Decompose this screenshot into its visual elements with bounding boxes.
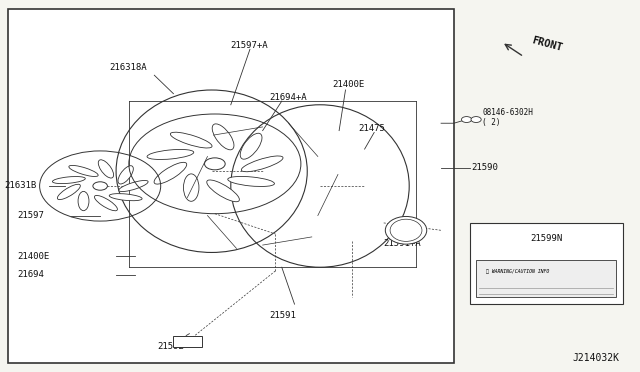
- Text: 21590: 21590: [472, 163, 499, 172]
- Text: 21694: 21694: [17, 270, 44, 279]
- Text: 21592: 21592: [157, 342, 184, 351]
- Ellipse shape: [99, 160, 113, 178]
- Ellipse shape: [212, 124, 234, 150]
- Bar: [470, 223, 623, 304]
- Ellipse shape: [78, 191, 89, 211]
- Ellipse shape: [118, 166, 133, 184]
- Circle shape: [471, 116, 481, 122]
- Ellipse shape: [69, 166, 98, 176]
- Ellipse shape: [154, 162, 187, 184]
- Bar: [173, 336, 202, 347]
- Ellipse shape: [119, 180, 148, 192]
- Text: J214032K: J214032K: [573, 353, 620, 363]
- Ellipse shape: [147, 150, 194, 160]
- Text: 21694+A: 21694+A: [269, 93, 307, 102]
- Text: ⚠ WARNING/CAUTION INFO: ⚠ WARNING/CAUTION INFO: [486, 269, 549, 275]
- Text: 21591: 21591: [269, 311, 296, 320]
- Circle shape: [205, 158, 225, 170]
- Text: 21591+A: 21591+A: [384, 239, 421, 248]
- Bar: [476, 260, 616, 297]
- Text: 21631B: 21631B: [4, 182, 37, 190]
- Ellipse shape: [109, 194, 142, 201]
- Circle shape: [461, 116, 472, 122]
- Text: FRONT: FRONT: [531, 35, 563, 53]
- Text: 21597: 21597: [17, 211, 44, 220]
- Bar: [8, 9, 454, 363]
- Ellipse shape: [240, 133, 262, 159]
- Text: 21475: 21475: [358, 124, 385, 133]
- Ellipse shape: [207, 180, 239, 202]
- Ellipse shape: [95, 195, 117, 211]
- Text: 08146-6302H
( 2): 08146-6302H ( 2): [483, 108, 533, 127]
- Ellipse shape: [170, 132, 212, 148]
- Ellipse shape: [52, 177, 85, 184]
- Text: 21597+A: 21597+A: [231, 41, 268, 50]
- Ellipse shape: [241, 156, 283, 172]
- Ellipse shape: [184, 174, 199, 201]
- Ellipse shape: [385, 217, 427, 244]
- Ellipse shape: [228, 176, 275, 186]
- Text: 21400E: 21400E: [17, 251, 49, 261]
- Ellipse shape: [390, 219, 422, 241]
- Text: 21400E: 21400E: [333, 80, 365, 89]
- Circle shape: [93, 182, 108, 190]
- Text: 21599N: 21599N: [530, 234, 563, 243]
- Text: 216318A: 216318A: [109, 63, 147, 72]
- Ellipse shape: [58, 184, 81, 200]
